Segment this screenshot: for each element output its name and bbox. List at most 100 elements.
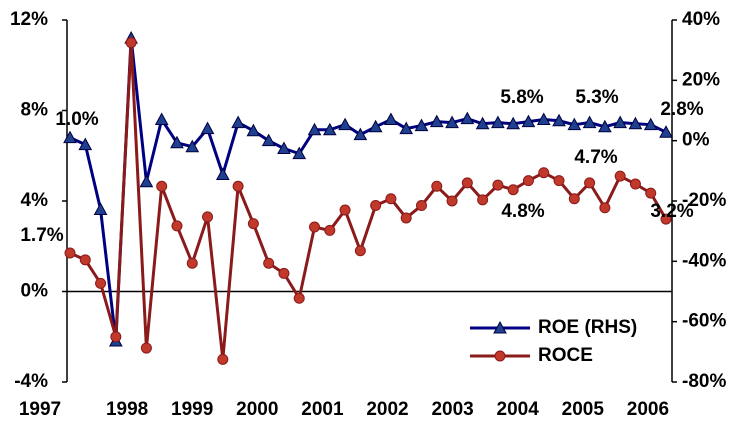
series-line [69,37,667,342]
data-point [232,180,244,192]
data-point [506,116,521,130]
data-point [521,114,536,128]
y2-tick-label: 20% [682,69,720,90]
data-point [568,193,580,205]
y2-tick-label: 40% [682,9,720,30]
data-point [552,113,566,127]
y2-tick-label: 0% [682,130,710,151]
annotation: 1.7% [20,225,63,246]
annotation: 4.7% [574,147,617,168]
data-point [246,123,261,137]
data-point [263,257,275,269]
data-point [139,174,154,188]
data-point [261,133,276,147]
data-point [79,254,91,266]
data-point [384,112,398,126]
data-point [278,267,290,279]
data-point [338,117,352,131]
data-point [370,200,382,212]
data-point [522,175,534,187]
data-point [64,247,76,259]
data-point [125,37,137,49]
data-point [110,331,122,343]
data-point [507,184,519,196]
data-point [613,115,627,129]
data-point [567,117,582,131]
x-tick-label: 2001 [301,399,344,420]
legend-marker [494,350,506,362]
data-point [536,112,551,126]
data-point [154,112,169,126]
x-tick-label: 2002 [366,399,408,420]
data-point [292,146,307,160]
data-point [95,277,107,289]
y2-tick-label: -20% [682,190,726,211]
x-tick-label: 1998 [106,399,148,420]
data-point [429,114,444,128]
data-point [368,119,383,133]
y-tick-label: 4% [21,190,49,211]
data-point [322,122,337,136]
data-point [186,257,198,269]
data-point [446,195,458,207]
data-point [200,121,215,135]
data-point [553,175,565,187]
x-tick-label: 2005 [562,399,605,420]
data-point [385,193,397,205]
data-point [492,179,504,191]
data-point [628,116,643,130]
data-point [324,224,336,236]
data-point [660,213,672,225]
y-tick-label: 12% [10,9,48,30]
data-point [170,135,184,149]
data-point [400,212,412,224]
annotation: 4.8% [501,201,544,222]
data-point [309,221,321,233]
y-tick-label: 8% [21,100,49,121]
data-point [231,115,245,129]
data-point [415,200,427,212]
data-point [339,204,351,216]
data-point [431,180,443,192]
data-point [78,137,93,151]
data-point [247,218,259,230]
data-point [307,122,322,136]
data-point [659,125,673,138]
data-point [156,180,168,192]
data-point [460,111,475,125]
data-point [643,117,658,131]
y-tick-label: -4% [14,371,48,392]
y2-tick-label: -40% [682,250,726,271]
data-point [477,194,489,206]
data-point [63,130,77,144]
data-point [584,177,596,189]
data-point [598,119,612,133]
annotation: 5.3% [575,87,618,108]
data-point [354,245,366,257]
data-point [215,167,230,180]
data-point [582,115,597,129]
data-point [399,121,414,135]
data-point [185,139,200,153]
annotation: 1.0% [55,109,98,130]
data-point [599,202,611,214]
data-point [353,127,368,141]
x-tick-label: 1997 [19,399,61,420]
annotation: 2.8% [660,99,703,120]
y2-tick-label: -60% [682,311,726,332]
data-point [202,211,214,223]
series-line [69,42,668,360]
data-point [614,170,626,182]
annotation: 3.2% [650,201,693,222]
data-point [645,187,657,199]
x-tick-label: 2004 [497,399,540,420]
data-point [461,177,473,189]
data-point [277,141,291,155]
data-point [293,292,305,304]
data-point [414,118,429,132]
data-point [475,116,490,130]
annotation: 5.8% [500,87,543,108]
data-point [445,115,459,129]
data-point [140,342,152,354]
